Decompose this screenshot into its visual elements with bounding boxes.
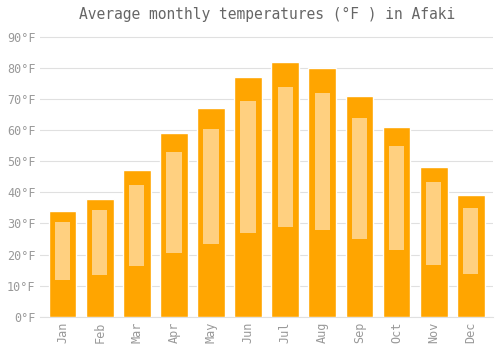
Bar: [346, 96, 374, 317]
Bar: [457, 195, 484, 317]
Bar: [166, 152, 182, 253]
Bar: [272, 62, 299, 317]
Bar: [86, 198, 114, 317]
Bar: [48, 211, 76, 317]
Bar: [426, 182, 442, 265]
Bar: [204, 129, 218, 244]
Bar: [314, 93, 330, 230]
Bar: [308, 68, 336, 317]
Bar: [240, 101, 256, 233]
Bar: [382, 127, 410, 317]
Title: Average monthly temperatures (°F ) in Afaki: Average monthly temperatures (°F ) in Af…: [78, 7, 455, 22]
Bar: [123, 170, 150, 317]
Bar: [129, 185, 144, 266]
Bar: [55, 222, 70, 280]
Bar: [352, 118, 367, 239]
Bar: [463, 208, 478, 274]
Bar: [389, 146, 404, 250]
Bar: [234, 77, 262, 317]
Bar: [420, 167, 448, 317]
Bar: [160, 133, 188, 317]
Bar: [92, 210, 108, 275]
Bar: [197, 108, 225, 317]
Bar: [278, 87, 293, 228]
